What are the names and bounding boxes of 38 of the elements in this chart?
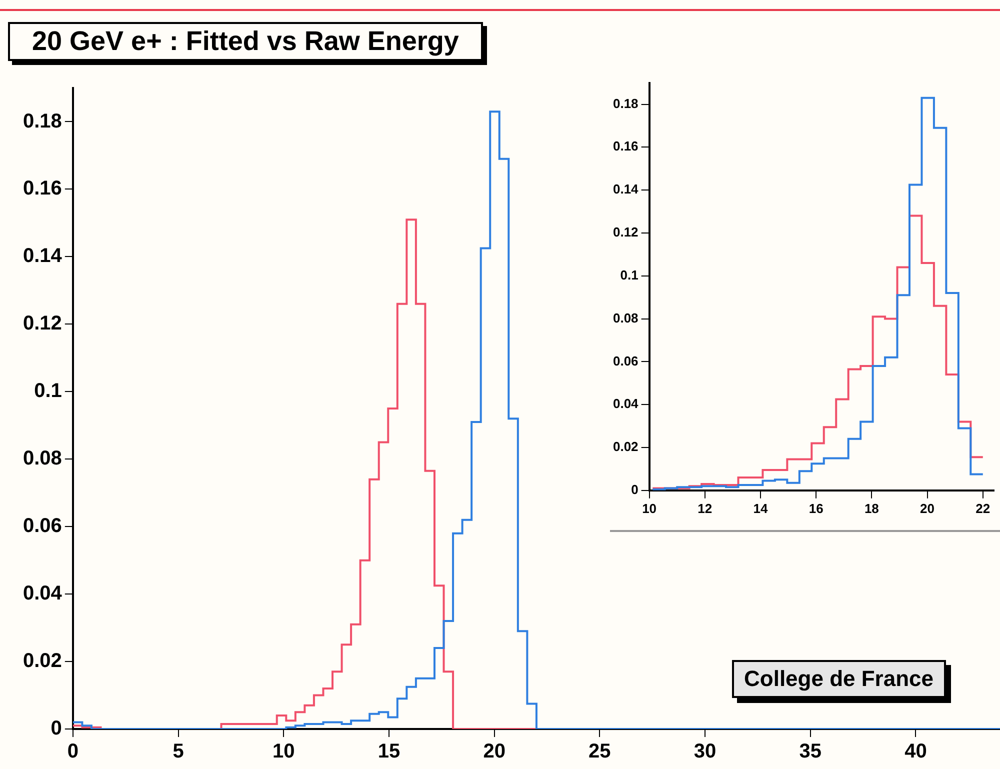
y-tick-label: 0.18 — [22, 110, 62, 132]
y-tick-label: 0.04 — [22, 582, 63, 605]
x-tick-label: 16 — [808, 500, 824, 516]
x-tick-label: 12 — [698, 500, 712, 516]
x-tick-label: 18 — [864, 500, 879, 516]
x-tick-label: 0 — [67, 740, 78, 763]
y-tick-label: 0.06 — [612, 353, 638, 368]
annotation: College de France — [732, 660, 946, 698]
y-tick-label: 0.14 — [22, 245, 63, 268]
x-tick-label: 20 — [920, 500, 935, 516]
x-tick-label: 22 — [976, 500, 990, 516]
y-tick-label: 0.04 — [612, 396, 640, 412]
y-tick-label: 0.12 — [612, 224, 638, 240]
y-tick-label: 0.16 — [612, 138, 638, 154]
x-tick-label: 40 — [904, 740, 927, 763]
y-tick-label: 0.08 — [22, 448, 62, 470]
y-tick-label: 0.12 — [22, 312, 62, 335]
x-tick-label: 20 — [483, 740, 506, 763]
x-tick-label: 25 — [588, 740, 611, 763]
y-tick-label: 0 — [50, 718, 62, 740]
y-tick-label: 0.18 — [612, 96, 638, 111]
x-tick-label: 15 — [378, 740, 400, 763]
y-tick-label: 0.02 — [22, 650, 62, 672]
x-tick-label: 10 — [272, 740, 295, 763]
x-tick-label: 5 — [172, 740, 184, 763]
x-tick-label: 14 — [753, 500, 768, 516]
y-tick-label: 0.02 — [612, 439, 638, 454]
y-tick-label: 0.1 — [34, 380, 62, 402]
y-tick-label: 0.16 — [22, 178, 62, 200]
y-tick-label: 0.08 — [612, 310, 638, 326]
y-tick-label: 0.1 — [620, 267, 638, 282]
y-tick-label: 0.06 — [22, 515, 62, 538]
x-tick-label: 10 — [642, 500, 657, 516]
chart-title: 20 GeV e+ : Fitted vs Raw Energy — [8, 22, 483, 61]
y-tick-label: 0 — [631, 482, 638, 497]
x-tick-label: 30 — [694, 740, 716, 763]
y-tick-label: 0.14 — [612, 182, 640, 197]
x-tick-label: 35 — [799, 740, 822, 763]
